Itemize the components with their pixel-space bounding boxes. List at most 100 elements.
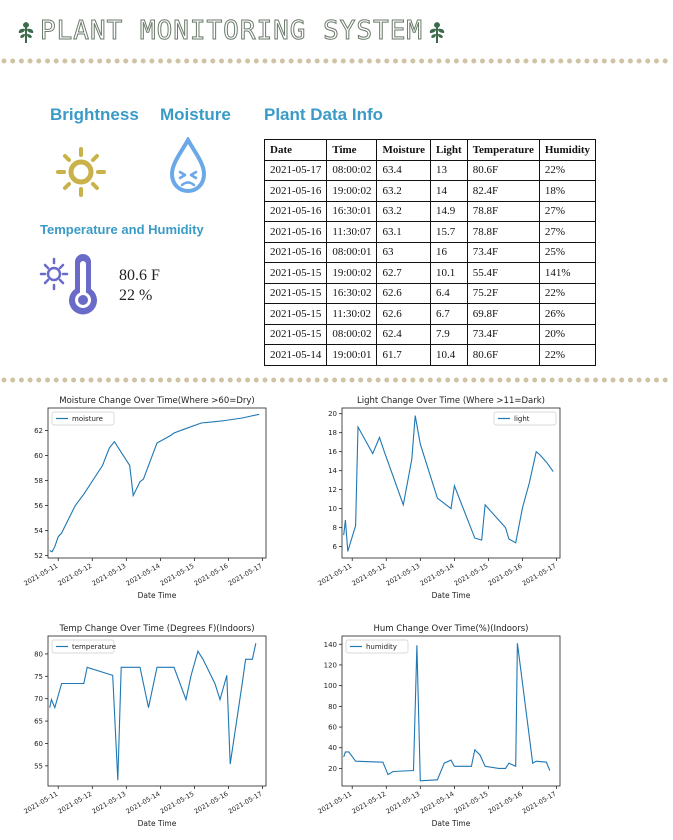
table-cell: 62.4: [376, 323, 432, 345]
table-cell: 2021-05-16: [263, 180, 328, 202]
table-cell: 22%: [538, 159, 597, 181]
y-tick-label: 80: [328, 703, 337, 711]
table-cell: 69.8F: [466, 303, 540, 325]
table-cell: 78.8F: [466, 221, 540, 243]
table-cell: 2021-05-16: [263, 241, 328, 263]
table-cell: 73.4F: [466, 323, 540, 345]
series-line-temperature: [49, 643, 257, 781]
x-tick-label: 2021-05-16: [193, 562, 230, 588]
series-line-light: [343, 415, 554, 552]
thermometer-sun-icon: [39, 254, 97, 315]
chart-title: Light Change Over Time (Where >11=Dark): [357, 396, 545, 406]
x-tick-label: 2021-05-15: [159, 790, 196, 816]
chart-title: Temp Change Over Time (Degrees F)(Indoor…: [58, 624, 254, 634]
table-header-cell: Time: [326, 139, 378, 161]
plant-data-table: Date Time Moisture Light Temperature Humidity…: [263, 139, 597, 366]
table-cell: 63.2: [376, 180, 432, 202]
x-tick-label: 2021-05-12: [351, 562, 388, 588]
table-cell: 10.4: [430, 344, 468, 366]
y-tick-label: 55: [34, 762, 43, 770]
x-tick-label: 2021-05-16: [487, 790, 524, 816]
legend: [51, 411, 115, 426]
y-tick-label: 10: [328, 505, 337, 513]
y-tick-label: 16: [328, 448, 337, 456]
app-header: PLANT MONITORING SYSTEM: [14, 14, 449, 48]
table-cell: 63: [376, 241, 432, 263]
plot-area: [341, 407, 561, 559]
table-cell: 73.4F: [466, 241, 540, 263]
humidity-chart: Hum Change Over Time(%)(Indoors) 20 40 60 80…: [306, 620, 574, 832]
table-cell: 80.6F: [466, 344, 540, 366]
x-tick-label: 2021-05-14: [419, 790, 456, 816]
table-header-cell: Date: [263, 139, 328, 161]
table-cell: 11:30:07: [326, 221, 378, 243]
x-axis-label: Date Time: [138, 819, 177, 828]
chart-title: Moisture Change Over Time(Where >60=Dry): [59, 396, 255, 406]
table-cell: 13: [430, 159, 468, 181]
temperature-reading: 80.6 F: [119, 267, 160, 284]
table-cell: 2021-05-15: [263, 303, 328, 325]
table-cell: 2021-05-15: [263, 323, 328, 345]
table-cell: 2021-05-16: [263, 221, 328, 243]
table-cell: 08:00:01: [326, 241, 378, 263]
y-tick-label: 100: [324, 682, 337, 690]
table-row: 2021-05-14 19:00:01 61.7 10.4 80.6F 22%: [263, 344, 597, 366]
x-axis-label: Date Time: [432, 819, 471, 828]
y-tick-label: 60: [328, 724, 337, 732]
water-drop-face-icon: [169, 137, 207, 194]
table-cell: 08:00:02: [326, 323, 378, 345]
table-row: 2021-05-16 08:00:01 63 16 73.4F 25%: [263, 241, 597, 263]
x-tick-label: 2021-05-15: [159, 562, 196, 588]
y-tick-label: 20: [328, 765, 337, 773]
table-cell: 2021-05-15: [263, 262, 328, 284]
x-tick-label: 2021-05-11: [316, 790, 353, 816]
table-cell: 27%: [538, 221, 597, 243]
table-cell: 61.7: [376, 344, 432, 366]
table-cell: 22%: [538, 344, 597, 366]
table-cell: 80.6F: [466, 159, 540, 181]
x-tick-label: 2021-05-11: [316, 562, 353, 588]
table-row: 2021-05-15 08:00:02 62.4 7.9 73.4F 20%: [263, 323, 597, 345]
y-tick-label: 120: [324, 661, 337, 669]
chart-title: Hum Change Over Time(%)(Indoors): [374, 624, 529, 634]
plant-data-heading: Plant Data Info: [264, 105, 384, 124]
x-tick-label: 2021-05-17: [227, 790, 264, 816]
x-tick-label: 2021-05-11: [22, 790, 59, 816]
table-cell: 62.6: [376, 282, 432, 304]
y-tick-label: 70: [34, 695, 43, 703]
table-cell: 7.9: [430, 323, 468, 345]
table-header-row: Date Time Moisture Light Temperature Humidity: [263, 139, 597, 161]
table-header-cell: Moisture: [376, 139, 432, 161]
table-cell: 63.1: [376, 221, 432, 243]
x-tick-label: 2021-05-17: [521, 562, 558, 588]
x-tick-label: 2021-05-12: [57, 562, 94, 588]
leaf-icon: [18, 22, 34, 43]
x-tick-label: 2021-05-15: [453, 790, 490, 816]
table-cell: 19:00:02: [326, 180, 378, 202]
sun-icon: [56, 147, 106, 197]
table-cell: 19:00:01: [326, 344, 378, 366]
x-tick-label: 2021-05-14: [419, 562, 456, 588]
table-cell: 16: [430, 241, 468, 263]
moisture-chart: Moisture Change Over Time(Where >60=Dry)…: [12, 392, 280, 604]
table-cell: 14.9: [430, 200, 468, 222]
table-cell: 62.6: [376, 303, 432, 325]
table-cell: 6.7: [430, 303, 468, 325]
y-tick-label: 52: [34, 552, 43, 560]
table-header-cell: Humidity: [538, 139, 597, 161]
y-tick-label: 75: [34, 673, 43, 681]
table-cell: 25%: [538, 241, 597, 263]
table-cell: 19:00:02: [326, 262, 378, 284]
x-tick-label: 2021-05-17: [521, 790, 558, 816]
table-cell: 63.4: [376, 159, 432, 181]
table-header-cell: Light: [430, 139, 468, 161]
y-tick-label: 40: [328, 744, 337, 752]
x-tick-label: 2021-05-12: [57, 790, 94, 816]
table-cell: 62.7: [376, 262, 432, 284]
legend-label: humidity: [366, 643, 397, 651]
page-title: PLANT MONITORING SYSTEM: [39, 16, 424, 47]
legend: [493, 411, 557, 426]
y-tick-label: 8: [333, 524, 337, 532]
table-cell: 2021-05-16: [263, 200, 328, 222]
temperature-chart: Temp Change Over Time (Degrees F)(Indoor…: [12, 620, 280, 832]
